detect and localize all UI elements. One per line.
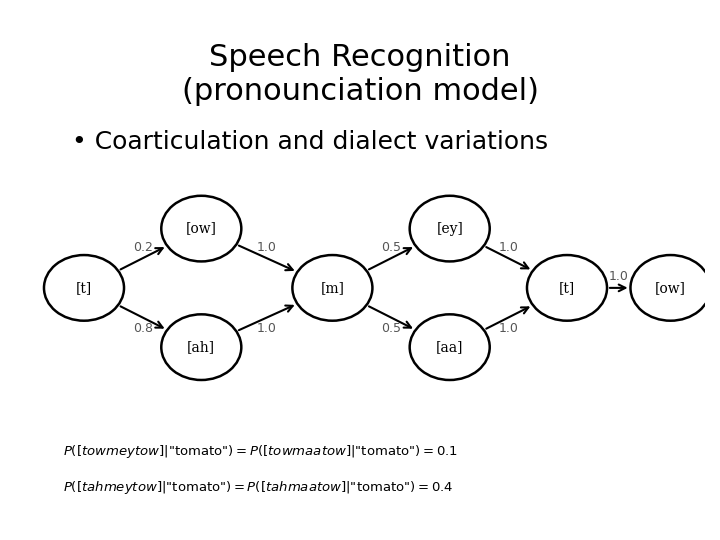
Text: 1.0: 1.0: [257, 241, 276, 254]
Text: 1.0: 1.0: [609, 271, 629, 284]
Text: [ey]: [ey]: [436, 221, 463, 235]
Text: $P([towmeytow]|$"tomato"$) = P([towmaatow]|$"tomato"$) = 0.1$: $P([towmeytow]|$"tomato"$) = P([towmaato…: [63, 443, 458, 460]
Ellipse shape: [44, 255, 124, 321]
Ellipse shape: [631, 255, 711, 321]
Text: [t]: [t]: [559, 281, 575, 295]
Text: 0.5: 0.5: [381, 322, 401, 335]
Text: [aa]: [aa]: [436, 340, 464, 354]
Ellipse shape: [527, 255, 607, 321]
Ellipse shape: [410, 314, 490, 380]
Text: 1.0: 1.0: [257, 322, 276, 335]
Text: 0.8: 0.8: [132, 322, 153, 335]
Text: • Coarticulation and dialect variations: • Coarticulation and dialect variations: [72, 130, 548, 153]
Text: [t]: [t]: [76, 281, 92, 295]
Text: [ah]: [ah]: [187, 340, 215, 354]
Text: [m]: [m]: [320, 281, 344, 295]
Text: 0.5: 0.5: [381, 241, 401, 254]
Ellipse shape: [292, 255, 372, 321]
Text: [ow]: [ow]: [186, 221, 217, 235]
Ellipse shape: [161, 314, 241, 380]
Ellipse shape: [410, 196, 490, 261]
Text: [ow]: [ow]: [655, 281, 686, 295]
Text: Speech Recognition
(pronounciation model): Speech Recognition (pronounciation model…: [181, 43, 539, 106]
Text: 1.0: 1.0: [498, 241, 518, 254]
Text: 0.2: 0.2: [132, 241, 153, 254]
Ellipse shape: [161, 196, 241, 261]
Text: $P([tahmeytow]|$"tomato"$) = P([tahmaatow]|$"tomato"$) = 0.4$: $P([tahmeytow]|$"tomato"$) = P([tahmaato…: [63, 480, 454, 496]
Text: 1.0: 1.0: [498, 322, 518, 335]
